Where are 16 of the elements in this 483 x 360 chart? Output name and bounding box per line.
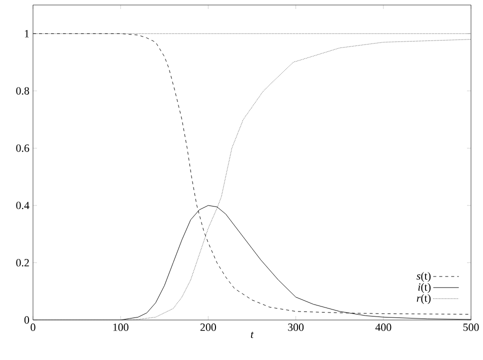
x-tick-label: 0: [30, 324, 36, 331]
x-axis-title: t: [250, 332, 254, 338]
y-tick-label: 0.4: [16, 202, 30, 210]
x-tick-label: 200: [200, 324, 216, 331]
x-tick-label: 300: [288, 324, 304, 331]
x-tick-label: 400: [375, 324, 392, 331]
legend-label: i(t): [418, 283, 431, 293]
y-tick-label: 0.6: [16, 144, 30, 152]
legend-label: r(t): [416, 294, 431, 304]
y-tick-label: 0: [24, 316, 30, 324]
y-tick-label: 0.2: [16, 259, 29, 266]
x-tick-label: 100: [113, 324, 128, 331]
x-tick-label: 500: [463, 324, 479, 331]
y-tick-label: 0.8: [16, 87, 30, 95]
legend-label: s(t): [416, 272, 431, 282]
y-tick-label: 1: [24, 30, 29, 38]
